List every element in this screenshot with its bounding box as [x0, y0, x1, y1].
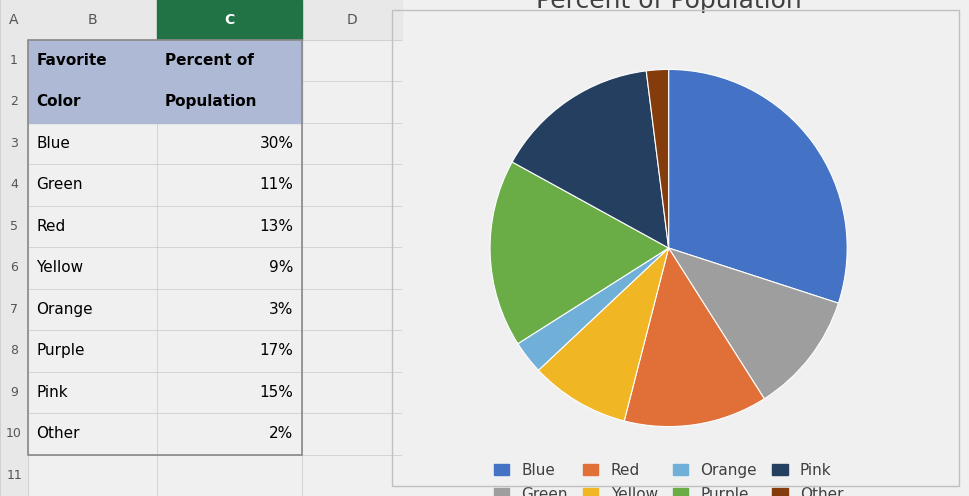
Wedge shape	[490, 162, 669, 344]
Text: Color: Color	[36, 94, 80, 110]
Bar	[0, 0, 28, 40]
Wedge shape	[539, 248, 669, 421]
Text: 9: 9	[10, 386, 18, 399]
Text: 13%: 13%	[260, 219, 294, 234]
Text: Favorite: Favorite	[36, 53, 107, 68]
Text: 7: 7	[10, 303, 18, 316]
Legend: Blue, Green, Red, Yellow, Orange, Purple, Pink, Other: Blue, Green, Red, Yellow, Orange, Purple…	[487, 457, 850, 496]
Text: Purple: Purple	[36, 343, 84, 358]
Text: Red: Red	[36, 219, 66, 234]
Text: A: A	[10, 13, 18, 27]
Title: Percent of Population: Percent of Population	[536, 0, 801, 13]
Text: 11: 11	[6, 469, 22, 482]
Wedge shape	[646, 69, 669, 248]
Text: 15%: 15%	[260, 385, 294, 400]
Wedge shape	[669, 248, 838, 399]
Bar	[157, 0, 301, 40]
Text: 17%: 17%	[260, 343, 294, 358]
Text: Blue: Blue	[36, 136, 70, 151]
Text: 2: 2	[10, 95, 18, 109]
Text: 4: 4	[10, 179, 18, 191]
Text: 3%: 3%	[269, 302, 294, 317]
Wedge shape	[624, 248, 765, 427]
Text: 9%: 9%	[269, 260, 294, 275]
Bar	[28, 40, 301, 454]
Wedge shape	[669, 69, 847, 303]
Wedge shape	[517, 248, 669, 370]
Text: 11%: 11%	[260, 178, 294, 192]
Bar	[0, 40, 28, 496]
Text: 8: 8	[10, 344, 18, 357]
Text: 5: 5	[10, 220, 18, 233]
Text: Pink: Pink	[36, 385, 68, 400]
Text: Orange: Orange	[36, 302, 93, 317]
Text: C: C	[224, 13, 234, 27]
Text: Yellow: Yellow	[36, 260, 83, 275]
Text: 3: 3	[10, 137, 18, 150]
Text: 1: 1	[10, 54, 18, 67]
Text: Other: Other	[36, 426, 79, 441]
Bar	[0, 0, 402, 40]
Text: 10: 10	[6, 427, 22, 440]
Text: B: B	[87, 13, 97, 27]
Bar	[28, 40, 301, 123]
Text: Percent of: Percent of	[165, 53, 254, 68]
Text: Green: Green	[36, 178, 82, 192]
Text: Population: Population	[165, 94, 258, 110]
Wedge shape	[513, 71, 669, 248]
Text: 30%: 30%	[260, 136, 294, 151]
Text: 2%: 2%	[269, 426, 294, 441]
Text: 6: 6	[10, 261, 18, 274]
Text: D: D	[347, 13, 358, 27]
